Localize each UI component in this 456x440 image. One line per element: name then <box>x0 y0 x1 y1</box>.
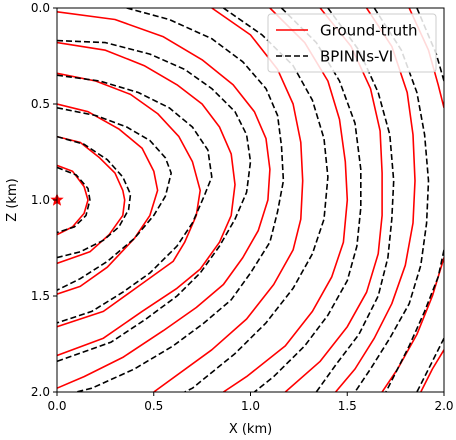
legend-label-bpinns-vi: BPINNs-VI <box>320 48 393 66</box>
bpinns-vi-contour-3 <box>57 74 213 324</box>
ground-truth-contour-9 <box>334 8 416 392</box>
ground-truth-contour-5 <box>57 11 271 389</box>
ground-truth-contour-3 <box>57 72 201 328</box>
bpinns-vi-contour-11 <box>385 249 444 392</box>
ground-truth-contour-11 <box>381 257 444 392</box>
y-tick-label-0: 0.0 <box>31 1 50 15</box>
ground-truth-contour-4 <box>57 41 236 357</box>
bpinns-vi-contour-7 <box>253 8 362 392</box>
ground-truth-contour-2 <box>57 103 159 295</box>
bpinns-vi-contour-4 <box>57 39 252 363</box>
contour-lines <box>57 8 444 392</box>
ground-truth-contour-12 <box>420 349 444 392</box>
x-tick-label-4: 2.0 <box>434 399 453 413</box>
ground-truth-contour-7 <box>222 8 349 392</box>
bpinns-vi-contour-1 <box>57 135 132 259</box>
bpinns-vi-contour-8 <box>315 8 395 392</box>
legend-label-ground-truth: Ground-truth <box>320 22 418 40</box>
y-tick-label-3: 1.5 <box>31 289 50 303</box>
axis-ticks: 0.0 0.5 1.0 1.5 2.00.00.51.01.52.0 <box>31 1 454 413</box>
ground-truth-contour-1 <box>57 135 126 265</box>
bpinns-vi-contour-5 <box>76 8 285 392</box>
x-tick-label-2: 1.0 <box>241 399 260 413</box>
legend-frame <box>267 13 437 73</box>
ground-truth-contour-8 <box>284 8 383 392</box>
x-tick-label-3: 1.5 <box>338 399 357 413</box>
bpinns-vi-contour-2 <box>57 107 172 291</box>
x-tick-label-1: 0.5 <box>144 399 163 413</box>
y-tick-label-2: 1.0 <box>31 193 50 207</box>
bpinns-vi-contour-0 <box>57 166 91 234</box>
bpinns-vi-contour-9 <box>354 8 430 392</box>
x-tick-label-0: 0.0 <box>47 399 66 413</box>
y-tick-label-4: 2.0 <box>31 385 50 399</box>
bpinns-vi-contour-12 <box>416 337 444 392</box>
y-axis-label: Z (km) <box>5 178 20 221</box>
x-axis-label: X (km) <box>229 422 272 437</box>
legend: Ground-truth BPINNs-VI <box>267 13 437 73</box>
y-tick-label-1: 0.5 <box>31 97 50 111</box>
